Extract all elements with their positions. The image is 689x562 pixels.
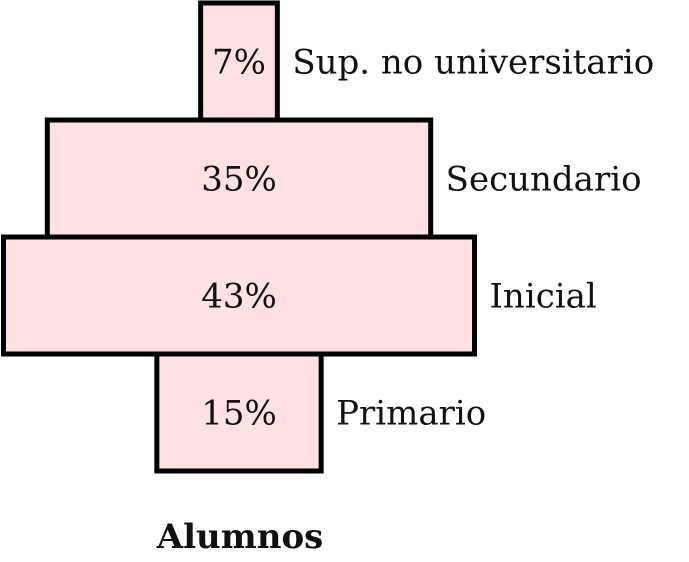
- value-label-0: 7%: [212, 43, 266, 83]
- category-label-2: Inicial: [490, 277, 597, 317]
- value-label-3: 15%: [201, 394, 277, 434]
- bars-group: [1, 0, 477, 474]
- bar-3: [154, 351, 324, 474]
- category-label-3: Primario: [336, 394, 486, 434]
- value-label-1: 35%: [201, 160, 277, 200]
- value-labels-group: 7% 35% 43% 15%: [201, 43, 277, 434]
- category-label-0: Sup. no universitario: [292, 43, 654, 83]
- category-labels-group: Sup. no universitario Secundario Inicial Pr…: [292, 43, 654, 434]
- value-label-2: 43%: [201, 277, 277, 317]
- category-label-1: Secundario: [446, 160, 642, 200]
- bar-1: [44, 117, 434, 240]
- chart-title: Alumnos: [156, 517, 324, 557]
